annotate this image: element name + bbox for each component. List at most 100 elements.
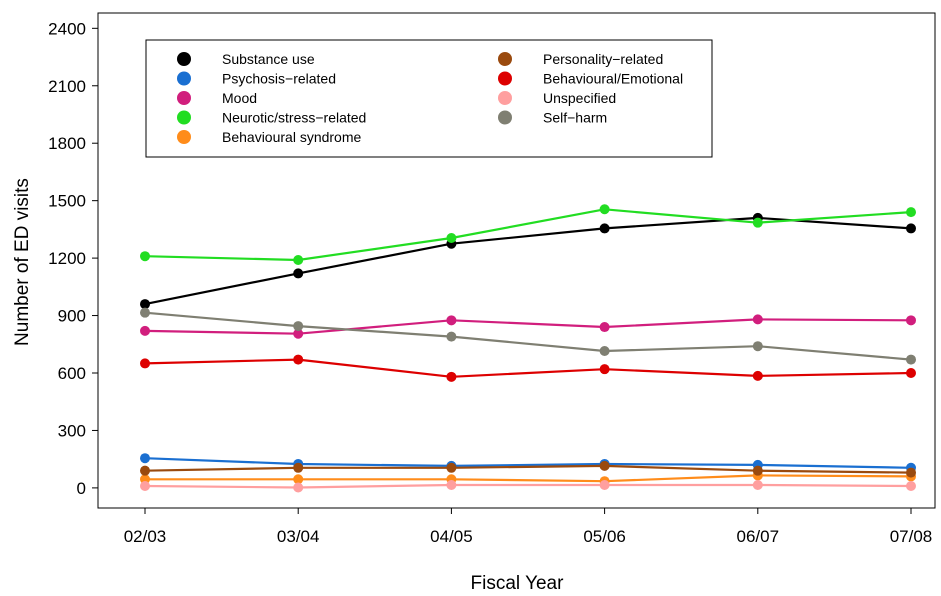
series-neurotic-stress-related [140, 204, 916, 266]
legend-item: Behavioural/Emotional [498, 71, 683, 87]
data-point [599, 204, 610, 215]
data-point [140, 299, 150, 310]
legend-label: Neurotic/stress−related [222, 110, 366, 126]
data-point [446, 315, 457, 326]
series-line [144, 457, 912, 469]
series-personality-related [140, 460, 916, 478]
series-behavioural-emotional [140, 354, 916, 382]
legend-label: Mood [222, 90, 257, 106]
y-tick-label: 1200 [48, 249, 86, 268]
series-lines [140, 204, 916, 493]
series-unspecified [140, 480, 916, 493]
data-point [293, 328, 304, 339]
legend-marker [177, 52, 191, 66]
series-line [144, 216, 912, 306]
legend-marker [498, 110, 512, 125]
series-mood [140, 314, 916, 339]
data-point [140, 358, 150, 369]
series-line [144, 311, 912, 361]
legend-marker [177, 130, 191, 144]
legend-marker [498, 52, 512, 66]
series-line [144, 358, 912, 378]
data-point [140, 480, 150, 491]
data-point [599, 480, 610, 491]
x-axis-title: Fiscal Year [471, 573, 565, 594]
series-line [144, 483, 912, 489]
x-tick-label: 05/06 [583, 527, 626, 546]
data-point [752, 370, 763, 381]
data-point [446, 371, 457, 382]
data-point [752, 217, 763, 228]
legend-item: Self−harm [498, 110, 607, 126]
legend-item: Neurotic/stress−related [177, 110, 366, 126]
legend-item: Unspecified [498, 90, 616, 106]
series-line [145, 474, 912, 483]
legend-item: Psychosis−related [177, 71, 336, 87]
legend-marker [177, 110, 191, 125]
data-point [599, 223, 610, 234]
data-point [599, 460, 610, 471]
legend-marker [498, 71, 512, 86]
data-point [906, 223, 916, 234]
data-point [446, 462, 457, 473]
data-point [140, 465, 150, 476]
data-point [293, 474, 304, 485]
y-tick-label: 600 [58, 364, 86, 383]
series-line [144, 464, 912, 474]
data-point [140, 307, 150, 318]
legend-label: Behavioural syndrome [222, 129, 362, 145]
y-tick-label: 1500 [48, 192, 86, 211]
plot-frame [97, 12, 936, 509]
series-line [144, 208, 912, 262]
legend-marker [177, 91, 191, 105]
data-point [293, 482, 304, 493]
data-point [599, 364, 610, 375]
x-tick-label: 06/07 [737, 527, 780, 546]
x-axis: 02/03 03/04 04/05 05/06 06/07 07/08 [124, 508, 932, 546]
legend-marker [498, 91, 512, 105]
data-point [752, 465, 763, 476]
data-point [293, 255, 304, 266]
legend-box [145, 39, 713, 158]
y-tick-label: 1800 [48, 134, 86, 153]
legend: Substance use Psychosis−related Mood Neurot… [145, 39, 713, 158]
y-axis-title: Number of ED visits [12, 178, 33, 346]
data-point [293, 321, 304, 332]
data-point [906, 354, 916, 365]
data-point [752, 314, 763, 325]
y-tick-label: 0 [77, 479, 86, 498]
x-tick-label: 02/03 [124, 527, 167, 546]
legend-marker [177, 71, 191, 86]
legend-label: Personality−related [543, 51, 663, 67]
data-point [293, 462, 304, 473]
data-point [599, 345, 610, 356]
plot-area [97, 12, 936, 509]
y-tick-label: 300 [58, 421, 86, 440]
x-tick-label: 03/04 [277, 527, 320, 546]
y-tick-label: 900 [58, 307, 86, 326]
data-point [446, 331, 457, 342]
legend-item: Substance use [177, 51, 315, 67]
series-behavioural-syndrome [140, 470, 916, 487]
data-point [140, 251, 150, 262]
legend-item: Behavioural syndrome [177, 129, 362, 145]
legend-label: Unspecified [543, 90, 616, 106]
legend-label: Self−harm [543, 110, 607, 126]
legend-label: Psychosis−related [222, 71, 336, 87]
data-point [293, 354, 304, 365]
data-point [906, 368, 916, 378]
data-point [906, 315, 916, 326]
series-line [144, 318, 912, 335]
series-self-harm [140, 307, 916, 365]
data-point [906, 207, 916, 218]
series-psychosis-related [140, 453, 916, 473]
legend-item: Mood [177, 90, 257, 106]
legend-item: Personality−related [498, 51, 663, 67]
data-point [446, 480, 457, 491]
data-point [752, 341, 763, 352]
data-point [140, 325, 150, 336]
x-tick-label: 04/05 [430, 527, 473, 546]
data-point [140, 453, 150, 464]
y-tick-label: 2100 [48, 77, 86, 96]
